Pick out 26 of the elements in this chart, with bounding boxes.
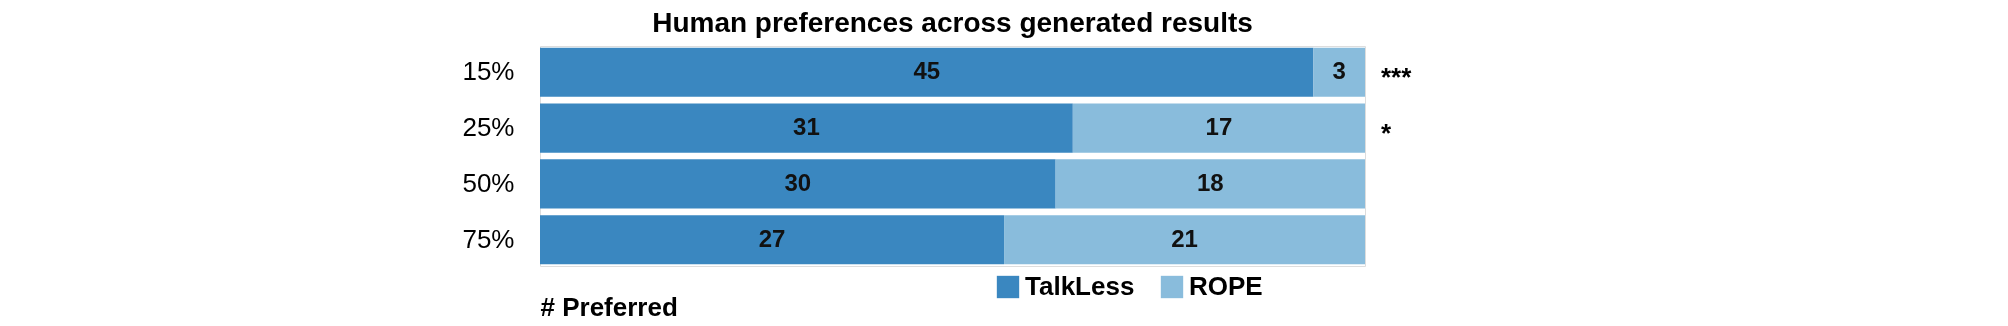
data-label: 45 <box>913 57 941 85</box>
legend-label: TalkLess <box>1025 271 1135 301</box>
y-tick-label: 25% <box>462 112 515 143</box>
bar <box>1004 215 1365 265</box>
data-label: 27 <box>758 224 786 252</box>
y-tick-label: 75% <box>462 223 515 254</box>
y-tick-label: 15% <box>462 56 515 87</box>
bar <box>1313 47 1365 97</box>
data-label: 18 <box>1196 168 1224 196</box>
y-tick-label: 50% <box>462 167 515 198</box>
legend-label: ROPE <box>1189 271 1263 301</box>
bar <box>540 103 1073 153</box>
annotation: * <box>1381 118 1392 149</box>
annotation: *** <box>1381 62 1413 93</box>
bar <box>540 47 1314 97</box>
bar <box>540 159 1056 209</box>
bar <box>540 215 1005 265</box>
bar <box>1055 159 1365 209</box>
chart-title: Human preferences across generated results <box>652 7 1253 38</box>
data-label: 21 <box>1171 224 1198 252</box>
data-label: 30 <box>784 168 812 196</box>
x-axis-title: # Preferred <box>540 291 678 322</box>
data-label: 17 <box>1205 113 1233 141</box>
data-label: 3 <box>1332 57 1346 85</box>
data-label: 31 <box>793 113 820 141</box>
bar <box>1072 103 1365 153</box>
